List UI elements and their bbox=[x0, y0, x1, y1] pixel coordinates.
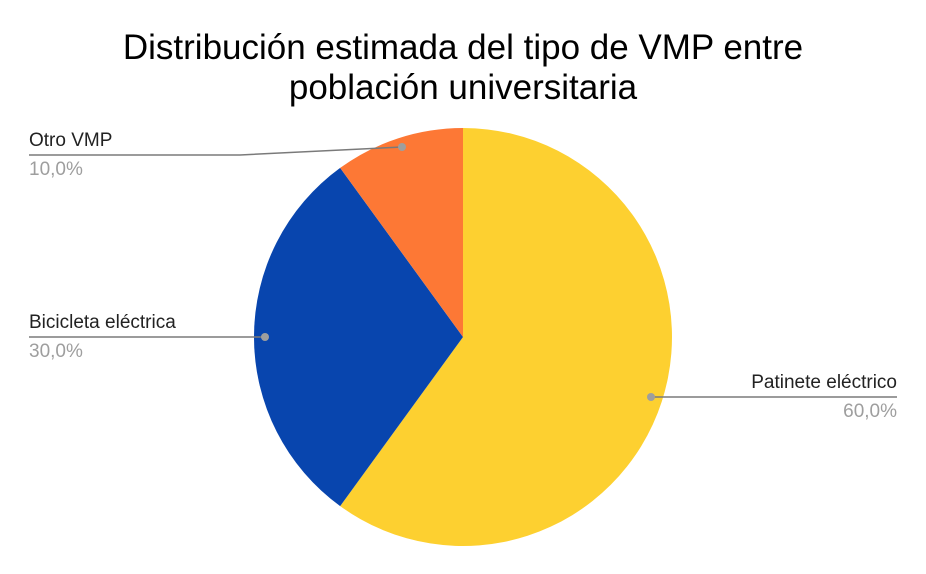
slice-patinete-electrico[interactable] bbox=[340, 128, 672, 546]
label-bicicleta-electrica: Bicicleta eléctrica bbox=[29, 312, 176, 333]
leader-line-otro bbox=[29, 146, 403, 156]
leader-dot-patinete bbox=[647, 393, 655, 401]
pct-bicicleta-electrica: 30,0% bbox=[29, 341, 83, 362]
title-line-1: Distribución estimada del tipo de VMP en… bbox=[122, 28, 804, 67]
pct-otro-vmp: 10,0% bbox=[29, 159, 83, 180]
leader-dot-otro bbox=[398, 143, 406, 151]
leader-dot-bicicleta bbox=[261, 333, 269, 341]
pct-patinete-electrico: 60,0% bbox=[843, 401, 897, 422]
label-patinete-electrico: Patinete eléctrico bbox=[751, 372, 897, 393]
slice-otro-vmp[interactable] bbox=[340, 128, 463, 337]
chart-title: Distribución estimada del tipo de VMP en… bbox=[0, 28, 926, 108]
label-otro-vmp: Otro VMP bbox=[29, 130, 113, 151]
title-line-2: población universitaria bbox=[288, 68, 638, 107]
slice-bicicleta-electrica[interactable] bbox=[253, 167, 463, 507]
